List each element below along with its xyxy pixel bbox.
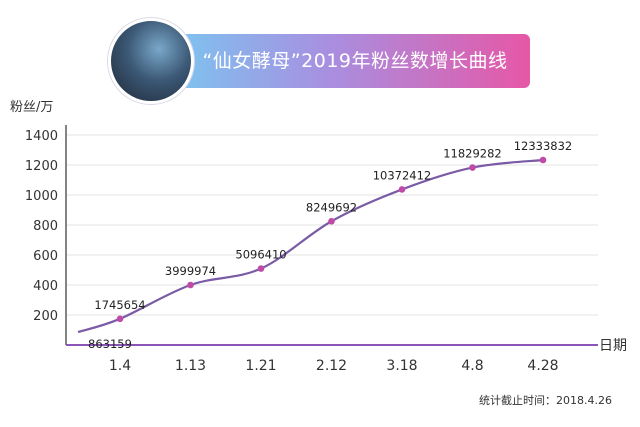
data-label: 1745654 <box>94 298 145 312</box>
y-axis-label: 粉丝/万 <box>10 100 54 115</box>
x-tick-label: 4.28 <box>527 358 558 374</box>
data-point <box>398 186 406 193</box>
data-label: 863159 <box>88 337 132 351</box>
x-tick-label: 1.21 <box>245 358 276 374</box>
series-line <box>77 158 544 334</box>
data-label: 5096410 <box>235 248 286 262</box>
x-tick-label: 4.8 <box>461 358 483 374</box>
data-labels: 863159 1745654 3999974 5096410 8249692 103724… <box>88 139 572 351</box>
y-tick-label: 800 <box>33 219 58 234</box>
footnote: 统计截止时间：2018.4.26 <box>479 394 612 407</box>
series-line-group <box>77 158 544 334</box>
data-label: 11829282 <box>443 147 502 161</box>
avatar <box>108 18 194 104</box>
data-point <box>539 156 547 164</box>
y-tick-label: 200 <box>33 309 58 324</box>
data-points <box>116 156 547 323</box>
data-label: 12333832 <box>514 139 573 153</box>
axes: 200 400 600 800 1000 1200 1400 1.4 1.13 1.21 2.12 3… <box>25 125 598 374</box>
y-tick-label: 1200 <box>25 159 58 174</box>
title-banner <box>170 34 530 88</box>
data-point <box>328 217 335 225</box>
x-tick-label: 2.12 <box>316 358 347 374</box>
x-tick-label: 1.13 <box>175 358 206 374</box>
x-tick-label: 1.4 <box>109 358 131 374</box>
y-tick-label: 1000 <box>25 189 58 204</box>
data-label: 10372412 <box>373 168 432 182</box>
x-tick-label: 3.18 <box>386 358 417 374</box>
y-tick-label: 1400 <box>25 129 58 144</box>
chart-title: “仙女酵母”2019年粉丝数增长曲线 <box>202 50 508 72</box>
data-point <box>469 164 476 171</box>
x-axis-label: 日期 <box>599 338 627 354</box>
grid-lines <box>66 134 598 316</box>
data-label: 3999974 <box>165 264 216 278</box>
data-point <box>257 265 265 272</box>
y-tick-label: 600 <box>33 249 58 264</box>
y-tick-label: 400 <box>33 279 58 294</box>
data-point <box>116 315 124 323</box>
data-point <box>187 281 194 289</box>
data-label: 8249692 <box>306 200 357 214</box>
